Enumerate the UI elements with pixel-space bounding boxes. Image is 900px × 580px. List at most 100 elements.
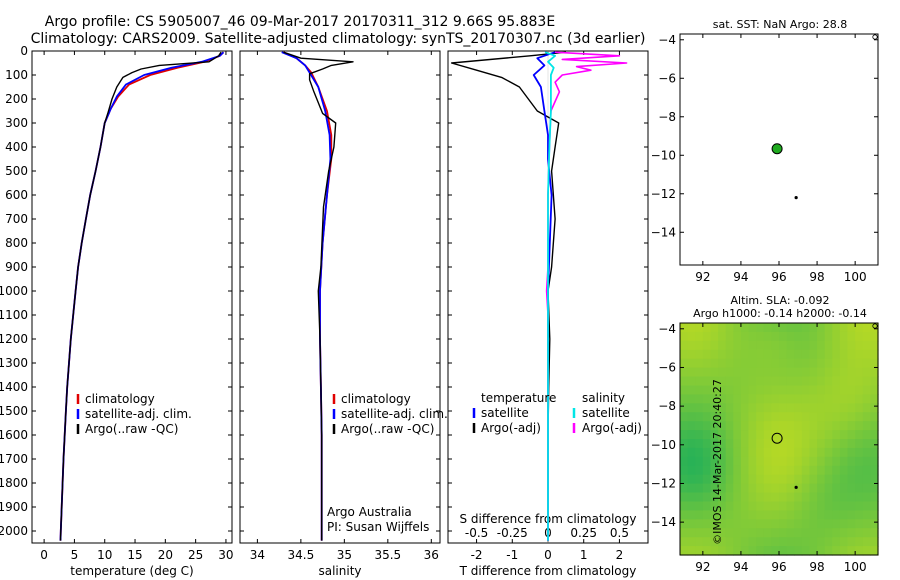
heatmap-cell xyxy=(687,537,696,547)
heatmap-cell xyxy=(718,483,727,494)
heatmap-cell xyxy=(794,331,803,342)
heatmap-cell xyxy=(687,492,696,502)
heatmap-cell xyxy=(839,323,849,333)
heatmap-cell xyxy=(748,412,757,422)
heatmap-cell xyxy=(702,394,711,404)
heatmap-cell xyxy=(756,376,765,386)
y-tick-label: −4 xyxy=(658,322,676,336)
heatmap-cell xyxy=(794,430,803,440)
heatmap-cell xyxy=(771,403,780,413)
argo-location-marker xyxy=(771,432,783,444)
heatmap-cell xyxy=(695,546,704,556)
heatmap-cell xyxy=(718,367,727,378)
heatmap-cell xyxy=(801,430,810,440)
heatmap-cell xyxy=(870,546,879,556)
heatmap-cell xyxy=(832,323,841,333)
heatmap-cell xyxy=(801,519,810,529)
heatmap-cell xyxy=(809,385,818,395)
heatmap-cell xyxy=(839,394,849,404)
heatmap-cell xyxy=(855,421,864,431)
heatmap-cell xyxy=(748,403,757,413)
heatmap-cell xyxy=(832,546,841,556)
heatmap-cell xyxy=(771,376,780,386)
heatmap-cell xyxy=(756,412,765,422)
heatmap-cell xyxy=(740,349,750,360)
heatmap-cell xyxy=(695,430,704,440)
heatmap-cell xyxy=(725,403,734,413)
heatmap-cell xyxy=(702,439,711,449)
heatmap-cell xyxy=(794,519,803,529)
heatmap-cell xyxy=(809,492,818,502)
heatmap-cell xyxy=(740,367,750,378)
heatmap-cell xyxy=(801,403,810,413)
legend-label: satellite xyxy=(582,406,630,420)
heatmap-cell xyxy=(870,412,879,422)
heatmap-cell xyxy=(855,456,864,467)
heatmap-cell xyxy=(809,403,818,413)
map-title: Altim. SLA: -0.092 xyxy=(730,294,829,307)
y-tick-label: 500 xyxy=(5,164,28,178)
corner-marker xyxy=(872,34,878,40)
heatmap-cell xyxy=(695,474,704,485)
heatmap-cell xyxy=(779,465,788,476)
x-tick-label: 25 xyxy=(188,548,203,562)
heatmap-cell xyxy=(862,412,871,422)
heatmap-cell xyxy=(809,430,818,440)
heatmap-cell xyxy=(695,439,704,449)
heatmap-cell xyxy=(855,349,864,360)
heatmap-cell xyxy=(733,456,742,467)
heatmap-cell xyxy=(756,385,765,395)
heatmap-cell xyxy=(870,483,879,494)
heatmap-cell xyxy=(839,331,849,342)
heatmap-cell xyxy=(687,376,696,386)
heatmap-cell xyxy=(771,385,780,395)
heatmap-cell xyxy=(680,376,689,386)
heatmap-cell xyxy=(740,403,750,413)
heatmap-cell xyxy=(702,447,711,458)
heatmap-cell xyxy=(862,456,871,467)
heatmap-cell xyxy=(786,394,795,404)
heatmap-cell xyxy=(779,412,788,422)
y-tick-label: 1600 xyxy=(0,428,28,442)
top-tick-label: -0.5 xyxy=(465,526,488,540)
heatmap-cell xyxy=(801,492,810,502)
heatmap-cell xyxy=(702,358,711,369)
heatmap-cell xyxy=(824,430,833,440)
x-tick-label: 5 xyxy=(71,548,79,562)
heatmap-cell xyxy=(870,331,879,342)
heatmap-cell xyxy=(817,537,826,547)
heatmap-cell xyxy=(710,528,719,538)
heatmap-cell xyxy=(756,447,765,458)
heatmap-cell xyxy=(718,412,727,422)
heatmap-cell xyxy=(847,394,856,404)
heatmap-cell xyxy=(710,421,719,431)
x-tick-label: 96 xyxy=(771,560,786,574)
heatmap-cell xyxy=(680,340,689,351)
heatmap-cell xyxy=(771,546,780,556)
heatmap-cell xyxy=(710,430,719,440)
heatmap-cell xyxy=(801,456,810,467)
heatmap-cell xyxy=(870,376,879,386)
heatmap-cell xyxy=(680,456,689,467)
heatmap-cell xyxy=(771,394,780,404)
heatmap-cell xyxy=(695,331,704,342)
heatmap-cell xyxy=(862,439,871,449)
heatmap-cell xyxy=(817,510,826,520)
heatmap-cell xyxy=(756,492,765,502)
heatmap-cell xyxy=(687,430,696,440)
heatmap-cell xyxy=(710,519,719,529)
heatmap-cell xyxy=(832,465,841,476)
y-tick-label: 1500 xyxy=(0,404,28,418)
heatmap-cell xyxy=(756,465,765,476)
heatmap-cell xyxy=(718,465,727,476)
x-tick-label: 98 xyxy=(809,270,824,284)
heatmap-cell xyxy=(839,546,849,556)
heatmap-cell xyxy=(687,501,696,511)
heatmap-cell xyxy=(794,367,803,378)
heatmap-cell xyxy=(680,367,689,378)
heatmap-cell xyxy=(870,519,879,529)
heatmap-cell xyxy=(862,323,871,333)
heatmap-cell xyxy=(733,385,742,395)
heatmap-cell xyxy=(740,546,750,556)
heatmap-cell xyxy=(718,385,727,395)
